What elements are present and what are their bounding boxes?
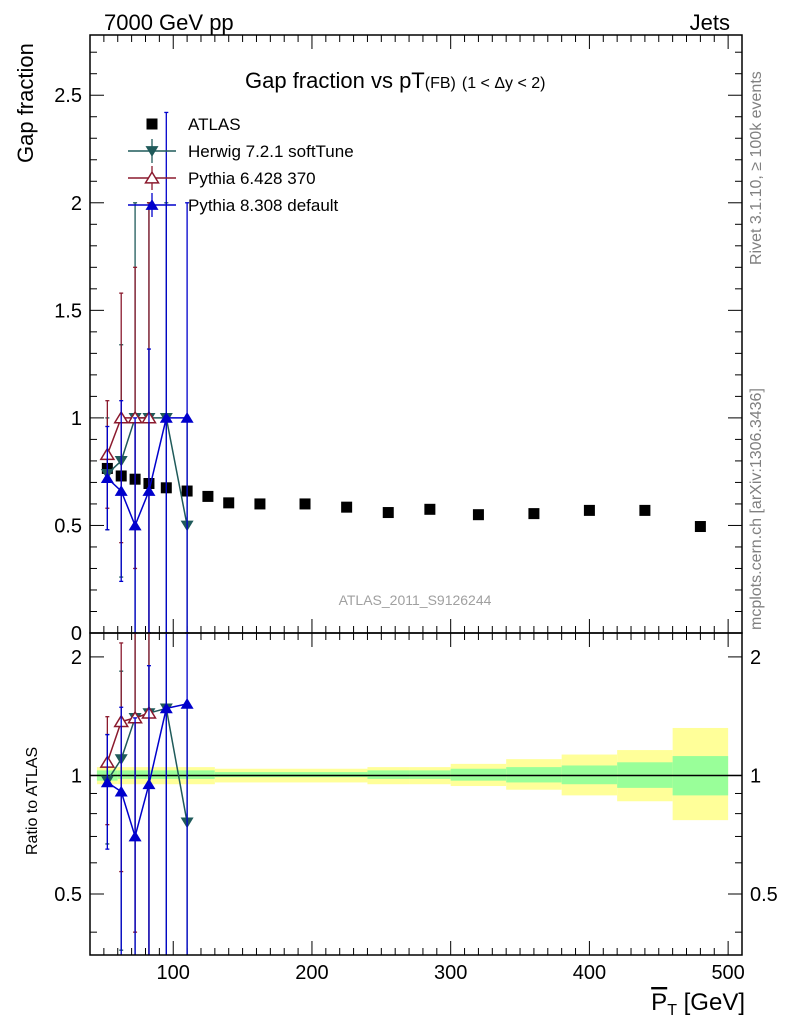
main-y-tick-label: 0.5 <box>54 515 82 537</box>
ratio-panel-frame <box>89 632 743 956</box>
legend-entry-label: Herwig 7.2.1 softTune <box>188 142 354 161</box>
main-atlas-point <box>299 498 311 510</box>
header-left-label: 7000 GeV pp <box>104 10 234 35</box>
main-atlas-point <box>639 504 651 516</box>
x-tick-label: 400 <box>573 962 606 984</box>
mcplots-source-label: mcplots.cern.ch [arXiv:1306.3436] <box>748 388 765 630</box>
main-y-tick-label: 0 <box>71 623 82 645</box>
legend-marker <box>145 199 159 210</box>
main-y-tick-label: 2 <box>71 193 82 215</box>
x-tick-label: 300 <box>434 962 467 984</box>
main-y-tick-label: 1 <box>71 408 82 430</box>
legend-marker <box>144 170 160 184</box>
ratio-y-tick-label-right: 2 <box>750 647 761 669</box>
main-atlas-point <box>583 504 595 516</box>
legend-marker <box>146 118 158 130</box>
ratio-band-inner <box>214 772 368 778</box>
main-y-tick-label: 1.5 <box>54 300 82 322</box>
legend-entry-label: Pythia 8.308 default <box>188 196 339 215</box>
main-pythia-8-308-default-point <box>128 519 142 531</box>
main-pythia-8-308-default-point <box>114 485 128 496</box>
ratio-pythia-8-308-default-point <box>180 697 194 709</box>
ratio-pythia-8-308-default-point <box>142 778 156 790</box>
watermark-label: ATLAS_2011_S9126244 <box>339 592 492 608</box>
main-atlas-point <box>382 507 394 519</box>
ratio-pythia-8-308-default-point <box>159 702 173 714</box>
ratio-pythia-8-308-default-point <box>128 830 142 842</box>
main-pythia-8-308-default-point <box>142 485 156 496</box>
header-right-label: Jets <box>690 10 730 35</box>
rivet-version-label: Rivet 3.1.10, ≥ 100k events <box>748 71 765 265</box>
main-atlas-point <box>202 490 214 502</box>
main-y-axis-label: Gap fraction <box>13 43 38 163</box>
main-atlas-point <box>341 501 353 513</box>
plot-title-range: (1 < Δy < 2) <box>462 75 546 92</box>
x-axis-label-main: P <box>651 989 667 1016</box>
x-tick-label: 500 <box>711 962 744 984</box>
ratio-pythia-8-308-default-point <box>114 785 128 797</box>
legend: ATLAS Herwig 7.2.1 softTune Pythia 6.428 3… <box>128 115 354 217</box>
ratio-y-tick-label: 0.5 <box>54 884 82 906</box>
plot-title-main: Gap fraction vs pT <box>245 68 425 93</box>
main-panel: 0 0.5 1 1.5 2 2.5 ATLAS_2011_S9126244 Gap fra… <box>13 34 743 645</box>
main-atlas-point <box>254 498 266 510</box>
ratio-y-tick-label: 2 <box>71 647 82 669</box>
plot-title-sub: (FB) <box>425 75 456 92</box>
svg-text:PT [GeV]: PT [GeV] <box>651 989 745 1019</box>
svg-text:Gap fraction vs pT(FB)(1 < Δy: Gap fraction vs pT(FB) (1 < Δy < 2) <box>245 68 545 93</box>
ratio-y-axis-label: Ratio to ATLAS <box>24 747 41 855</box>
x-tick-label: 100 <box>157 962 190 984</box>
ratio-y-tick-label-right: 1 <box>750 765 761 787</box>
x-axis-label-unit: [GeV] <box>677 989 745 1016</box>
x-tick-label: 200 <box>295 962 328 984</box>
legend-entry-label: Pythia 6.428 370 <box>188 169 316 188</box>
main-atlas-point <box>528 508 540 520</box>
main-y-tick-label: 2.5 <box>54 85 82 107</box>
x-axis-label: PT [GeV] <box>651 989 745 1019</box>
main-pythia-8-308-default-point <box>180 412 194 423</box>
ratio-band-inner <box>367 770 410 779</box>
main-pythia-8-308-default-point <box>159 412 173 423</box>
ratio-panel: 0.5 0.5 1 1 2 2 100 200 300 400 500 Ratio to ATLAS… <box>24 632 778 1019</box>
ratio-y-tick-label: 1 <box>71 765 82 787</box>
legend-entry-label: ATLAS <box>188 115 241 134</box>
main-atlas-point <box>472 509 484 521</box>
legend-marker <box>145 146 159 157</box>
ratio-band-inner <box>409 770 451 779</box>
ratio-pythia-8-308-default-point <box>100 776 114 788</box>
ratio-y-tick-label-right: 0.5 <box>750 884 778 906</box>
main-atlas-point <box>694 521 706 533</box>
x-axis-label-sub: T <box>667 1002 677 1019</box>
main-atlas-point <box>424 503 436 515</box>
main-pythia-8-308-default-point <box>100 472 114 483</box>
plot-title: Gap fraction vs pT(FB) (1 < Δy < 2) <box>245 68 545 93</box>
ratio-pythia-6-428-370-line <box>106 712 150 763</box>
ratio-plot-area: 0.5 0.5 1 1 2 2 100 200 300 400 500 <box>54 633 778 984</box>
main-atlas-point <box>223 497 235 509</box>
main-pythia-6-428-370-line <box>106 417 149 455</box>
